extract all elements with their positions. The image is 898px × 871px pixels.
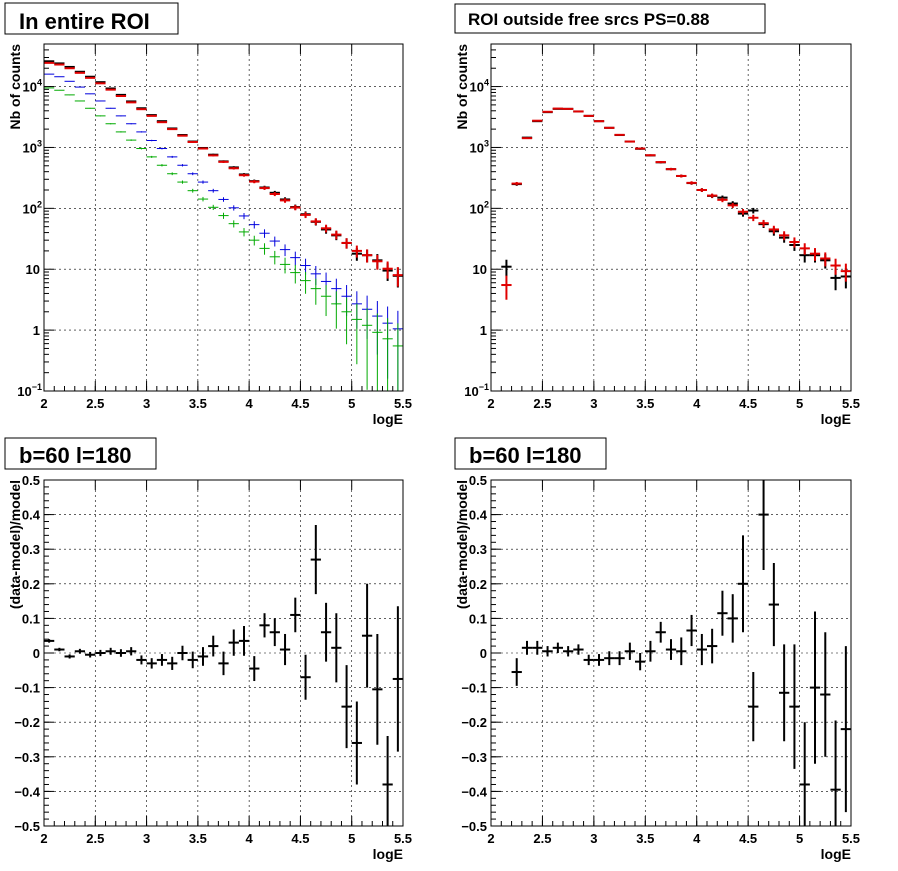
y-tick-label: 0.4 [469,508,488,523]
plot-frame [43,479,404,827]
series-1 [44,60,403,288]
series-2 [501,107,851,300]
y-tick-label: −0.1 [461,681,487,696]
x-tick-label: 2.5 [86,396,104,411]
y-tick-label: −0.4 [14,784,40,799]
x-tick-label: 2 [40,396,47,411]
y-tick-label: 0 [480,646,487,661]
y-axis-label: Nb of counts [7,44,23,130]
x-tick-label: 5 [348,396,355,411]
y-tick-label: −0.3 [14,750,40,765]
y-tick-label: 0 [33,646,40,661]
y-tick-label: 0.5 [22,473,40,488]
x-tick-label: 5.5 [394,831,412,846]
y-tick-label: −0.5 [461,819,487,834]
y-tick-label: −0.2 [14,715,40,730]
chart-panel-1: 2 2.5 3 3.5 4 4.5 5 5.5 10−1 1 10 102 103 104 logE Nb o… [4,2,412,427]
chart-title: b=60 l=180 [469,443,582,468]
y-tick-label: 1 [480,323,487,338]
plot-frame [490,43,852,392]
x-tick-label: 4 [246,831,254,846]
chart-title-box [454,437,607,470]
y-tick-label: 0.2 [469,577,487,592]
y-tick-label: −0.1 [14,681,40,696]
y-tick-label: 0.4 [22,508,41,523]
chart-title: ROI outside free srcs PS=0.88 [468,10,709,29]
x-tick-label: 5.5 [842,396,860,411]
chart-title-box [4,437,157,470]
x-tick-label: 3 [590,831,597,846]
x-tick-label: 3.5 [636,831,654,846]
x-tick-label: 2 [40,831,47,846]
x-tick-label: 2.5 [533,831,551,846]
x-tick-label: 5.5 [842,831,860,846]
x-tick-label: 3.5 [189,831,207,846]
y-tick-label: 0.1 [22,611,40,626]
x-tick-label: 3.5 [189,396,207,411]
series-4 [44,87,403,391]
series-1 [511,480,851,826]
x-axis-label: logE [373,411,403,427]
chart-panel-4: 2 2.5 3 3.5 4 4.5 5 5.5 −0.5 −0.4 −0.3 −0.2 −0.1 0 0.1… [454,437,860,862]
x-tick-label: 4.5 [739,831,757,846]
x-tick-label: 2.5 [533,396,551,411]
y-tick-label: 0.1 [469,611,487,626]
chart-panel-3: 2 2.5 3 3.5 4 4.5 5 5.5 −0.5 −0.4 −0.3 −0.2 −0.1 0 0.1… [4,437,412,862]
series-1 [44,524,403,826]
x-tick-label: 4.5 [739,396,757,411]
y-tick-label: 0.3 [469,542,487,557]
x-axis-label: logE [821,411,851,427]
plot-frame [490,479,852,827]
y-tick-label: 0.2 [22,577,40,592]
y-tick-label: 102 [23,199,42,216]
x-tick-label: 4 [693,396,701,411]
chart-title-box [454,3,766,34]
x-tick-label: 2 [487,396,494,411]
x-tick-label: 3.5 [636,396,654,411]
chart-title-box [4,2,179,35]
x-tick-label: 3 [143,396,150,411]
x-tick-label: 3 [590,396,597,411]
y-tick-label: 10 [473,262,487,277]
chart-panel-2: 2 2.5 3 3.5 4 4.5 5 5.5 10−1 1 10 102 103 104 logE Nb o… [454,3,860,427]
chart-title: In entire ROI [19,9,150,34]
x-tick-label: 2 [487,831,494,846]
x-tick-label: 2.5 [86,831,104,846]
x-axis-label: logE [821,846,851,862]
y-tick-label: 0.3 [22,542,40,557]
x-tick-label: 4.5 [291,396,309,411]
y-tick-label: 103 [23,138,42,155]
y-tick-label: 0.5 [469,473,487,488]
y-axis-label: (data-model)/model [454,480,470,609]
y-tick-label: 10−1 [464,382,489,399]
y-tick-label: 10−1 [17,382,42,399]
x-tick-label: 5 [796,396,803,411]
y-axis-label: Nb of counts [454,44,470,130]
y-tick-label: −0.5 [14,819,40,834]
y-tick-label: 1 [33,323,40,338]
x-tick-label: 4 [246,396,254,411]
x-tick-label: 5 [348,831,355,846]
chart-title: b=60 l=180 [19,443,132,468]
y-axis-label: (data-model)/model [7,480,23,609]
series-3 [44,73,403,391]
y-tick-label: 10 [26,262,40,277]
y-tick-label: −0.2 [461,715,487,730]
y-tick-label: −0.3 [461,750,487,765]
x-axis-label: logE [373,846,403,862]
y-tick-label: 104 [23,78,42,95]
plot-frame [43,43,404,392]
y-tick-label: 102 [470,199,489,216]
x-tick-label: 5.5 [394,396,412,411]
series-1 [501,107,851,291]
y-tick-label: −0.4 [461,784,487,799]
series-2 [44,61,403,287]
x-tick-label: 4 [693,831,701,846]
y-tick-label: 103 [470,138,489,155]
y-tick-label: 104 [470,78,489,95]
x-tick-label: 4.5 [291,831,309,846]
x-tick-label: 3 [143,831,150,846]
x-tick-label: 5 [796,831,803,846]
